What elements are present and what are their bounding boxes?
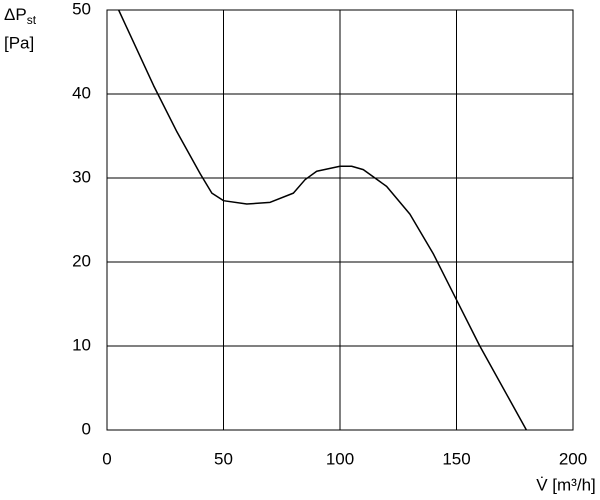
x-tick-label: 150 [442,449,470,468]
y-tick-label: 20 [72,251,91,270]
y-label-subscript: st [27,13,37,27]
y-label-symbol: ΔP [4,5,27,24]
y-tick-label: 50 [72,0,91,18]
y-axis-unit: [Pa] [4,33,34,52]
data-line [117,9,528,431]
y-axis-label: ΔPst [4,5,37,27]
x-tick-label: 200 [559,449,587,468]
y-tick-label: 40 [72,83,91,102]
x-tick-label: 50 [214,449,233,468]
x-tick-label: 0 [102,449,111,468]
x-tick-label: 100 [326,449,354,468]
y-tick-label: 30 [72,167,91,186]
y-tick-label: 10 [72,335,91,354]
y-tick-label: 0 [82,419,91,438]
x-axis-label: V̇ [m³/h] [536,475,596,494]
